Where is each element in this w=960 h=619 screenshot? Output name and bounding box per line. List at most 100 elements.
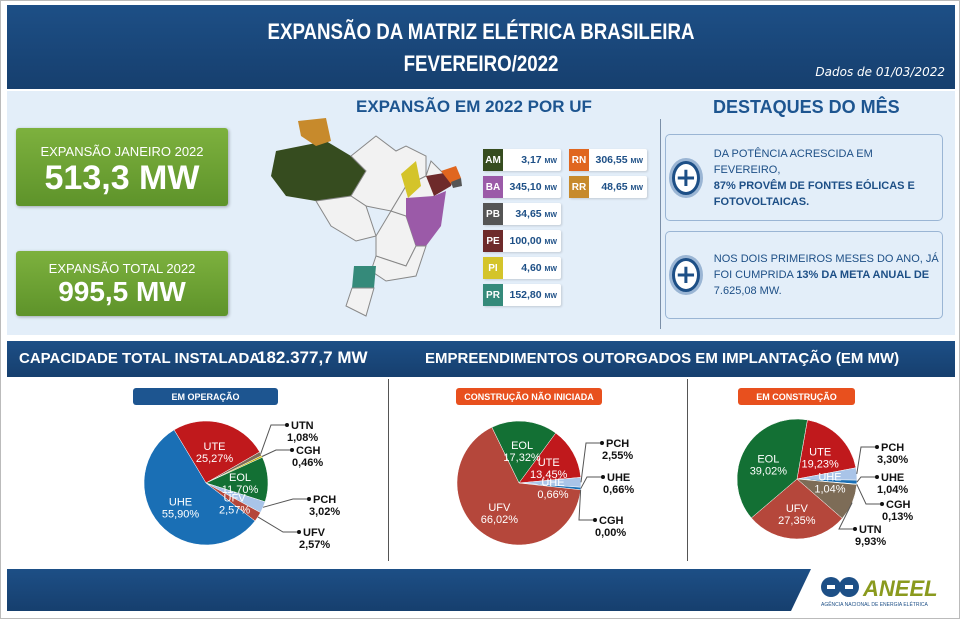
leader-dot bbox=[593, 518, 597, 522]
map-state-pb bbox=[451, 178, 462, 188]
pie-label: UTE bbox=[538, 457, 560, 469]
pie-label: 2,57% bbox=[219, 505, 250, 517]
outorgados-title: EMPREENDIMENTOS OUTORGADOS EM IMPLANTAÇÃ… bbox=[425, 350, 900, 367]
divider bbox=[660, 119, 661, 329]
leader-dot bbox=[285, 423, 289, 427]
map-state-am bbox=[271, 141, 366, 201]
map-state-pi bbox=[401, 161, 421, 198]
pie-slice-ute bbox=[796, 419, 857, 480]
pie-label: UFV bbox=[488, 502, 511, 514]
highlight-1-bold: 87% PROVÊM DE FONTES EÓLICAS E FOTOVOLTA… bbox=[713, 179, 915, 208]
leader-line bbox=[580, 442, 602, 483]
jan-expansion-box: EXPANSÃO JANEIRO 2022 513,3 MW bbox=[16, 128, 228, 206]
highlight-2-bold: 13% DA META ANUAL DE bbox=[796, 269, 930, 281]
pie-label: 27,35% bbox=[778, 515, 816, 527]
pie-charts: UTE25,27%EOL11,70%UFV2,57%UHE55,90%UTN1,… bbox=[143, 418, 913, 551]
pie-slice-eol bbox=[736, 418, 808, 519]
leader-line bbox=[856, 446, 877, 475]
uf-code: PB bbox=[483, 203, 503, 225]
leader-line bbox=[262, 498, 309, 508]
pie-ext-name: UHE bbox=[881, 472, 904, 484]
pie-ext-value: 2,57% bbox=[299, 539, 330, 551]
pie-ext-name: PCH bbox=[313, 494, 336, 506]
pie-ext-name: UTN bbox=[859, 524, 882, 536]
pie-ext-value: 0,46% bbox=[292, 457, 323, 469]
pie-label: UHE bbox=[541, 477, 564, 489]
uf-item-ba: BA 345,10 MW bbox=[483, 176, 561, 198]
pie-label: UTE bbox=[809, 447, 831, 459]
jan-value: 513,3 MW bbox=[44, 159, 200, 197]
uf-code: PI bbox=[483, 257, 503, 279]
uf-code: PR bbox=[483, 284, 503, 306]
pie-label: UHE bbox=[169, 497, 192, 509]
pie-ext-value: 9,93% bbox=[855, 536, 886, 548]
leader-dot bbox=[307, 497, 311, 501]
pie-label: UTE bbox=[204, 441, 226, 453]
leader-dot bbox=[875, 445, 879, 449]
uf-value: 100,00 MW bbox=[509, 235, 558, 247]
total-label: EXPANSÃO TOTAL 2022 bbox=[48, 261, 196, 276]
pie-label: UHE bbox=[818, 472, 841, 484]
uf-code: RR bbox=[569, 176, 589, 198]
uf-item-pi: PI 4,60 MW bbox=[483, 257, 561, 279]
highlight-1-text: DA POTÊNCIA ACRESCIDA EM FEVEREIRO, bbox=[713, 147, 873, 176]
leader-dot bbox=[600, 441, 604, 445]
uf-value: 34,65 MW bbox=[515, 208, 557, 220]
uf-value: 306,55 MW bbox=[595, 154, 644, 166]
map-state-ba bbox=[406, 191, 446, 246]
capacity-label: CAPACIDADE TOTAL INSTALADA bbox=[19, 350, 261, 367]
plus-icon: + bbox=[672, 258, 700, 292]
leader-line bbox=[580, 476, 603, 489]
highlight-box-1: + DA POTÊNCIA ACRESCIDA EM FEVEREIRO, 87%… bbox=[665, 134, 943, 221]
map-state-south bbox=[345, 287, 375, 317]
leader-dot bbox=[297, 530, 301, 534]
pie-ext-name: UTN bbox=[291, 420, 314, 432]
leader-dot bbox=[290, 448, 294, 452]
title-line1: EXPANSÃO DA MATRIZ ELÉTRICA BRASILEIRA bbox=[267, 19, 695, 44]
uf-item-pe: PE 100,00 MW bbox=[483, 230, 561, 252]
pie-ext-value: 0,13% bbox=[882, 511, 913, 523]
pie-label: UFV bbox=[786, 503, 809, 515]
map-state-rr bbox=[298, 118, 331, 146]
pie-ext-name: UFV bbox=[303, 527, 326, 539]
date-label: Dados de 01/03/2022 bbox=[815, 65, 945, 79]
pie-ext-value: 0,66% bbox=[603, 484, 634, 496]
uf-code: RN bbox=[569, 149, 589, 171]
pie-label: EOL bbox=[511, 440, 533, 452]
section-band: CAPACIDADE TOTAL INSTALADA 182.377,7 MW … bbox=[7, 341, 955, 377]
uf-item-am: AM 3,17 MW bbox=[483, 149, 561, 171]
pie-label: EOL bbox=[229, 472, 251, 484]
pie-slice-ute bbox=[173, 420, 261, 484]
pie-label: 66,02% bbox=[481, 514, 519, 526]
leader-dot bbox=[875, 475, 879, 479]
leader-line bbox=[856, 476, 877, 483]
pie-ext-name: CGH bbox=[886, 499, 911, 511]
pie-label: 13,45% bbox=[530, 469, 568, 481]
uf-item-rr: RR 48,65 MW bbox=[569, 176, 647, 198]
leader-line bbox=[260, 424, 287, 454]
pie-label: 0,66% bbox=[537, 489, 568, 501]
uf-code: BA bbox=[483, 176, 503, 198]
highlight-2-text: NOS DOIS PRIMEIROS MESES DO ANO, JÁ FOI … bbox=[713, 253, 939, 281]
logo-subtitle: AGÊNCIA NACIONAL DE ENERGIA ELÉTRICA bbox=[821, 600, 928, 608]
column-divider bbox=[687, 379, 688, 561]
column-divider bbox=[388, 379, 389, 561]
pill-em-operacao: EM OPERAÇÃO bbox=[133, 388, 278, 405]
pie-ext-value: 3,30% bbox=[877, 454, 908, 466]
pie-label: 25,27% bbox=[196, 453, 234, 465]
uf-code: PE bbox=[483, 230, 503, 252]
uf-value: 152,80 MW bbox=[509, 289, 558, 301]
leader-line bbox=[856, 484, 882, 505]
leader-dot bbox=[880, 502, 884, 506]
pie-label: 17,32% bbox=[503, 452, 541, 464]
leader-line bbox=[838, 502, 855, 530]
pie-slice-eol bbox=[491, 420, 557, 484]
jan-label: EXPANSÃO JANEIRO 2022 bbox=[40, 144, 204, 159]
brazil-map bbox=[271, 118, 462, 317]
leader-line bbox=[261, 449, 292, 457]
pie-ext-name: CGH bbox=[599, 515, 624, 527]
uf-value: 345,10 MW bbox=[509, 181, 558, 193]
title-line2: FEVEREIRO/2022 bbox=[403, 51, 559, 76]
map-state-rn bbox=[441, 166, 461, 184]
destaques-title: DESTAQUES DO MÊS bbox=[713, 97, 900, 117]
